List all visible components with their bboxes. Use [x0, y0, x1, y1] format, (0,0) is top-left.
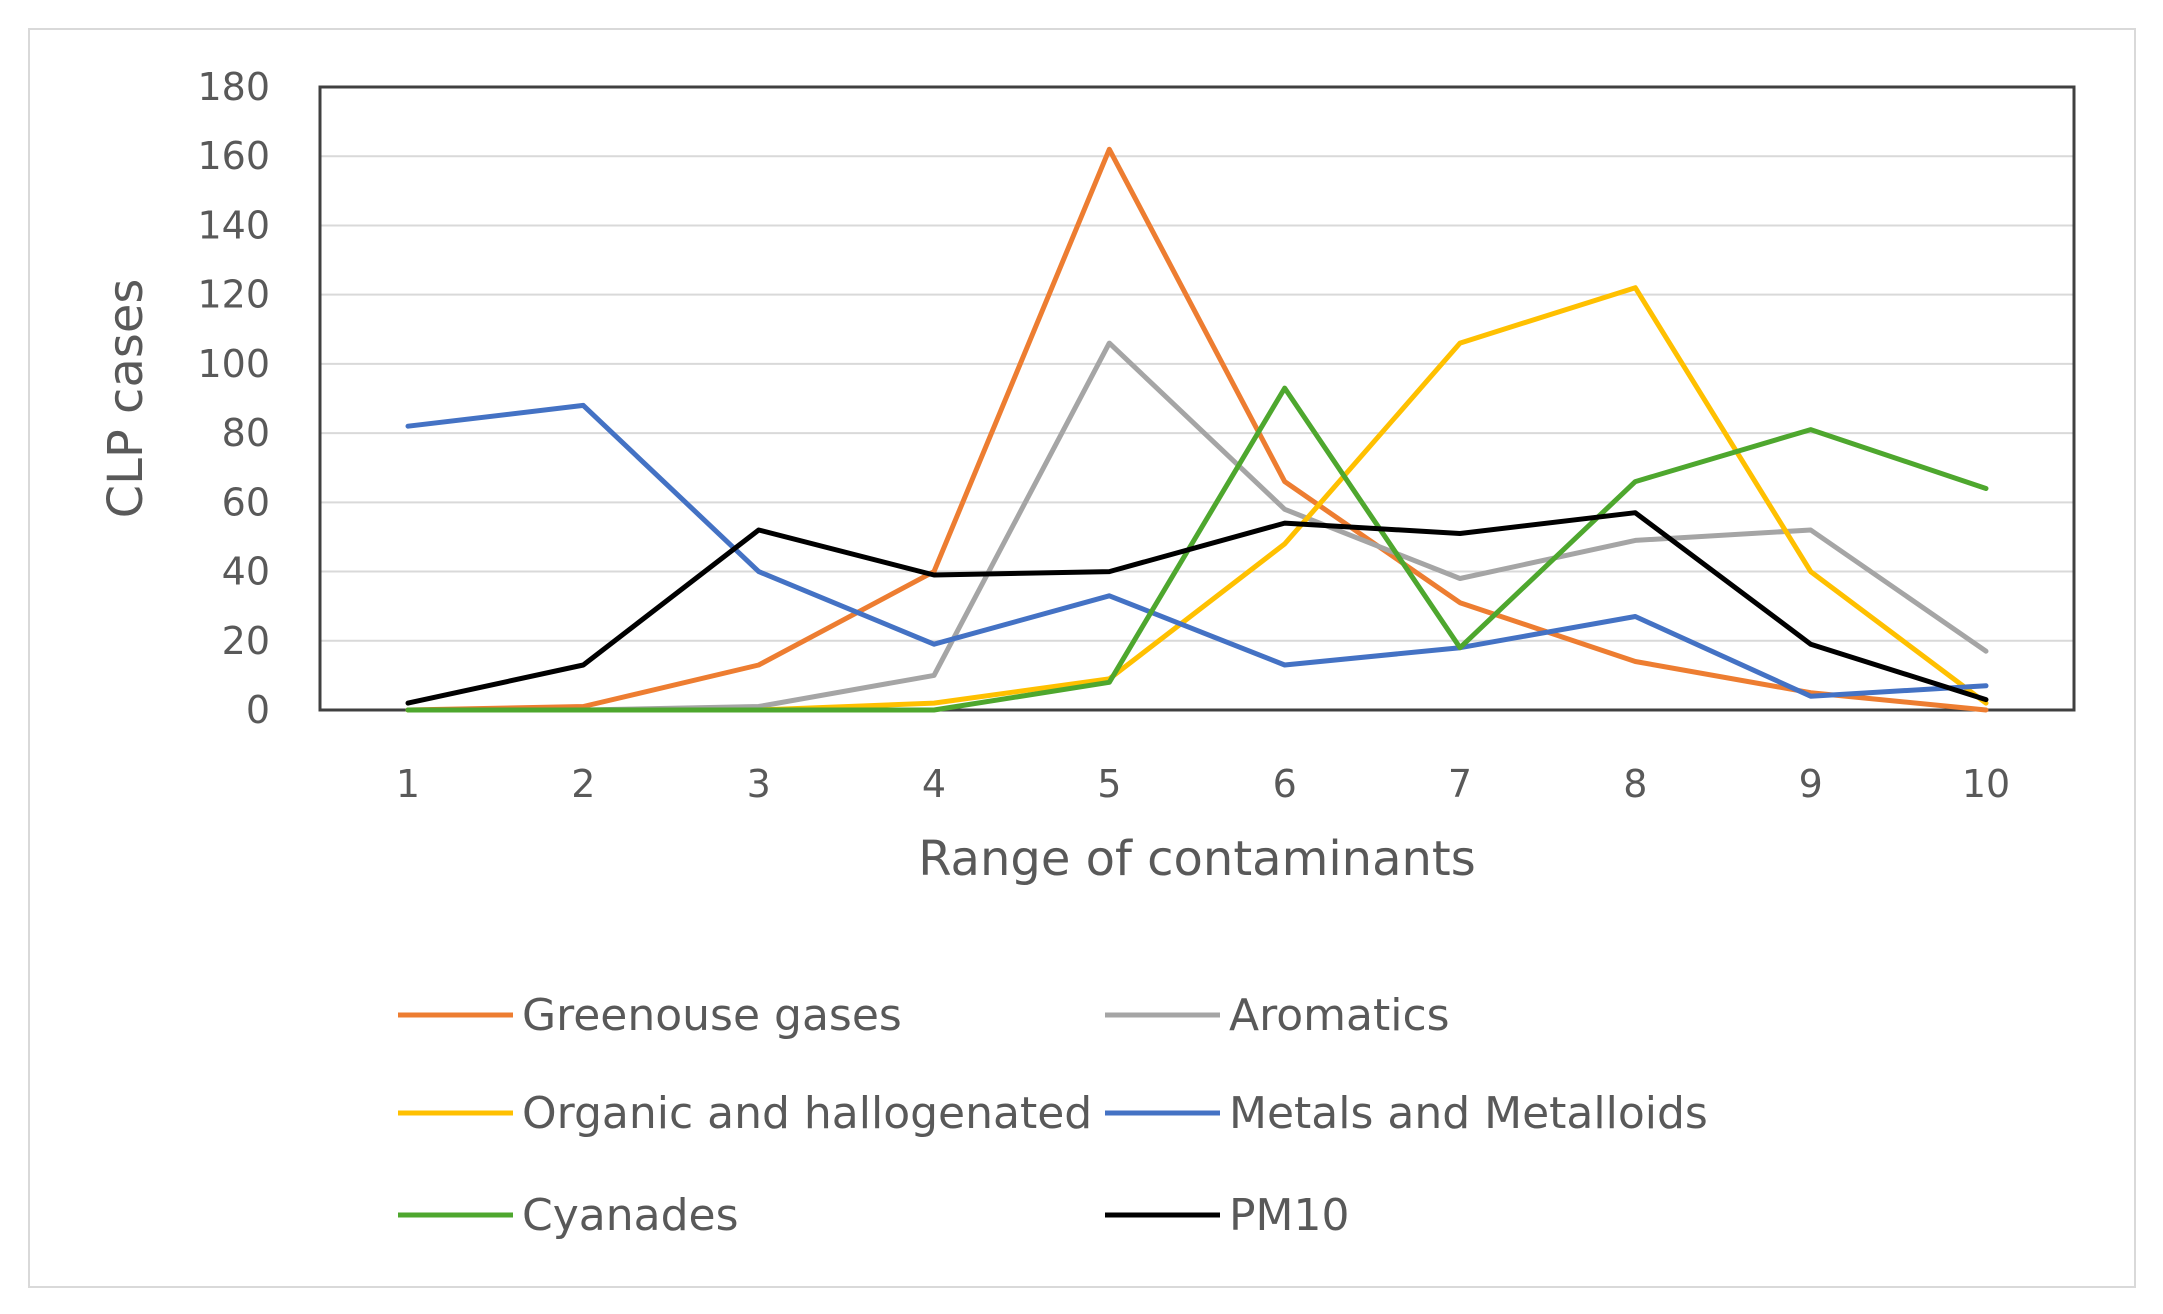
- legend: Greenouse gases Aromatics Organic and hall…: [398, 990, 1708, 1241]
- y-axis-ticks: 0 20 40 60 80 100 120 140 160 180: [197, 65, 270, 732]
- x-tick-label: 3: [747, 762, 771, 806]
- x-tick-label: 8: [1623, 762, 1647, 806]
- line-chart: 0 20 40 60 80 100 120 140 160 180 1 2 3 4 5 6 7 8 9 10 CLP…: [98, 65, 2076, 1241]
- legend-label: Aromatics: [1229, 990, 1450, 1041]
- legend-label: Organic and hallogenated: [522, 1088, 1092, 1139]
- plot-area-border: [318, 85, 2076, 712]
- series-lines: [405, 146, 1989, 713]
- y-axis-title: CLP cases: [98, 279, 154, 519]
- y-tick-label: 80: [222, 411, 270, 455]
- y-tick-label: 40: [222, 550, 270, 594]
- x-axis-ticks: 1 2 3 4 5 6 7 8 9 10: [396, 762, 2010, 806]
- legend-label: Metals and Metalloids: [1229, 1088, 1708, 1139]
- x-tick-label: 4: [922, 762, 946, 806]
- x-tick-label: 7: [1448, 762, 1472, 806]
- x-tick-label: 10: [1962, 762, 2010, 806]
- x-axis-title: Range of contaminants: [918, 831, 1476, 887]
- y-tick-label: 180: [197, 65, 270, 109]
- x-tick-label: 5: [1097, 762, 1121, 806]
- series-line-organic-and-hallogenated: [405, 285, 1989, 713]
- x-tick-label: 9: [1799, 762, 1823, 806]
- series-line-metals-and-metalloids: [405, 402, 1989, 699]
- x-tick-label: 2: [571, 762, 595, 806]
- y-tick-label: 160: [197, 134, 270, 178]
- series-line-aromatics: [405, 340, 1989, 713]
- legend-label: Greenouse gases: [522, 990, 902, 1041]
- series-line-cyanades: [405, 385, 1989, 713]
- series-line-pm10: [405, 510, 1989, 706]
- legend-label: Cyanades: [522, 1190, 739, 1241]
- y-tick-label: 140: [197, 203, 270, 247]
- series-line-greenouse-gases: [405, 146, 1989, 713]
- x-tick-label: 1: [396, 762, 420, 806]
- chart-frame: 0 20 40 60 80 100 120 140 160 180 1 2 3 4 5 6 7 8 9 10 CLP…: [28, 28, 2136, 1288]
- x-tick-label: 6: [1273, 762, 1297, 806]
- legend-label: PM10: [1229, 1190, 1349, 1241]
- y-tick-label: 0: [246, 688, 270, 732]
- y-tick-label: 120: [197, 273, 270, 317]
- y-tick-label: 20: [222, 619, 270, 663]
- y-tick-label: 60: [222, 480, 270, 524]
- y-tick-label: 100: [197, 342, 270, 386]
